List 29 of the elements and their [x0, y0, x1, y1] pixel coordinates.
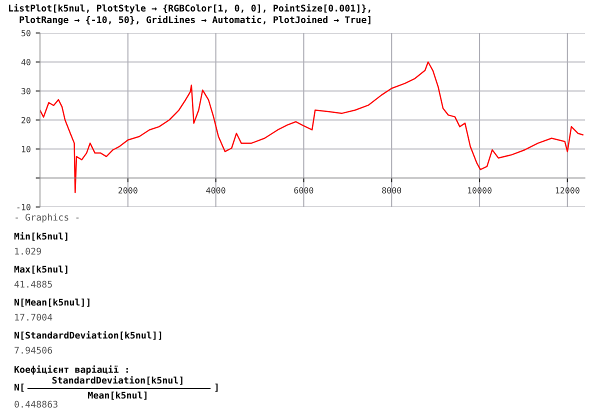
y-tick-label: 10	[22, 146, 30, 152]
text: Mean[k5nul]	[88, 392, 146, 400]
text: Коефіцієнт варіації :	[14, 365, 128, 375]
x-tick-label: 6000	[294, 187, 314, 194]
chart-title: ListPlot[k5nul, PlotStyle → {RGBColor[1, 0, 0], PointSize[0.001]}, PlotRange → {-10, 50}, GridLines → Automatic, PlotJoined → True]	[9, 4, 370, 25]
line-series	[40, 61, 584, 194]
text: ]	[215, 384, 218, 392]
x-tick-label: 4000	[206, 187, 226, 194]
text: Max[k5nul]	[14, 266, 68, 274]
y-tick-label: 20	[22, 117, 30, 124]
y-tick-label: 30	[21, 88, 30, 94]
text: 7.94506	[14, 346, 52, 354]
text: N[	[14, 384, 24, 392]
x-tick-label: 8000	[382, 187, 402, 194]
y-tick-label: 50	[22, 30, 30, 36]
text: N[Mean[k5nul]]	[14, 298, 90, 307]
text: 0.448863	[14, 400, 58, 408]
text: 1.029	[15, 248, 41, 255]
y-tick-label: 40	[21, 59, 30, 66]
y-tick-label: -10	[17, 204, 30, 210]
text: Min[k5nul]	[14, 232, 68, 241]
text: - Graphics -	[16, 214, 79, 222]
text: 17.7004	[15, 314, 52, 321]
x-tick-label: 10000	[468, 187, 492, 194]
text: N[StandardDeviation[k5nul]]	[14, 331, 162, 340]
text: 41.4885	[14, 280, 52, 288]
x-tick-label: 2000	[118, 187, 138, 194]
x-tick-label: 12000	[556, 187, 580, 194]
text: StandardDeviation[k5nul]	[52, 376, 182, 385]
